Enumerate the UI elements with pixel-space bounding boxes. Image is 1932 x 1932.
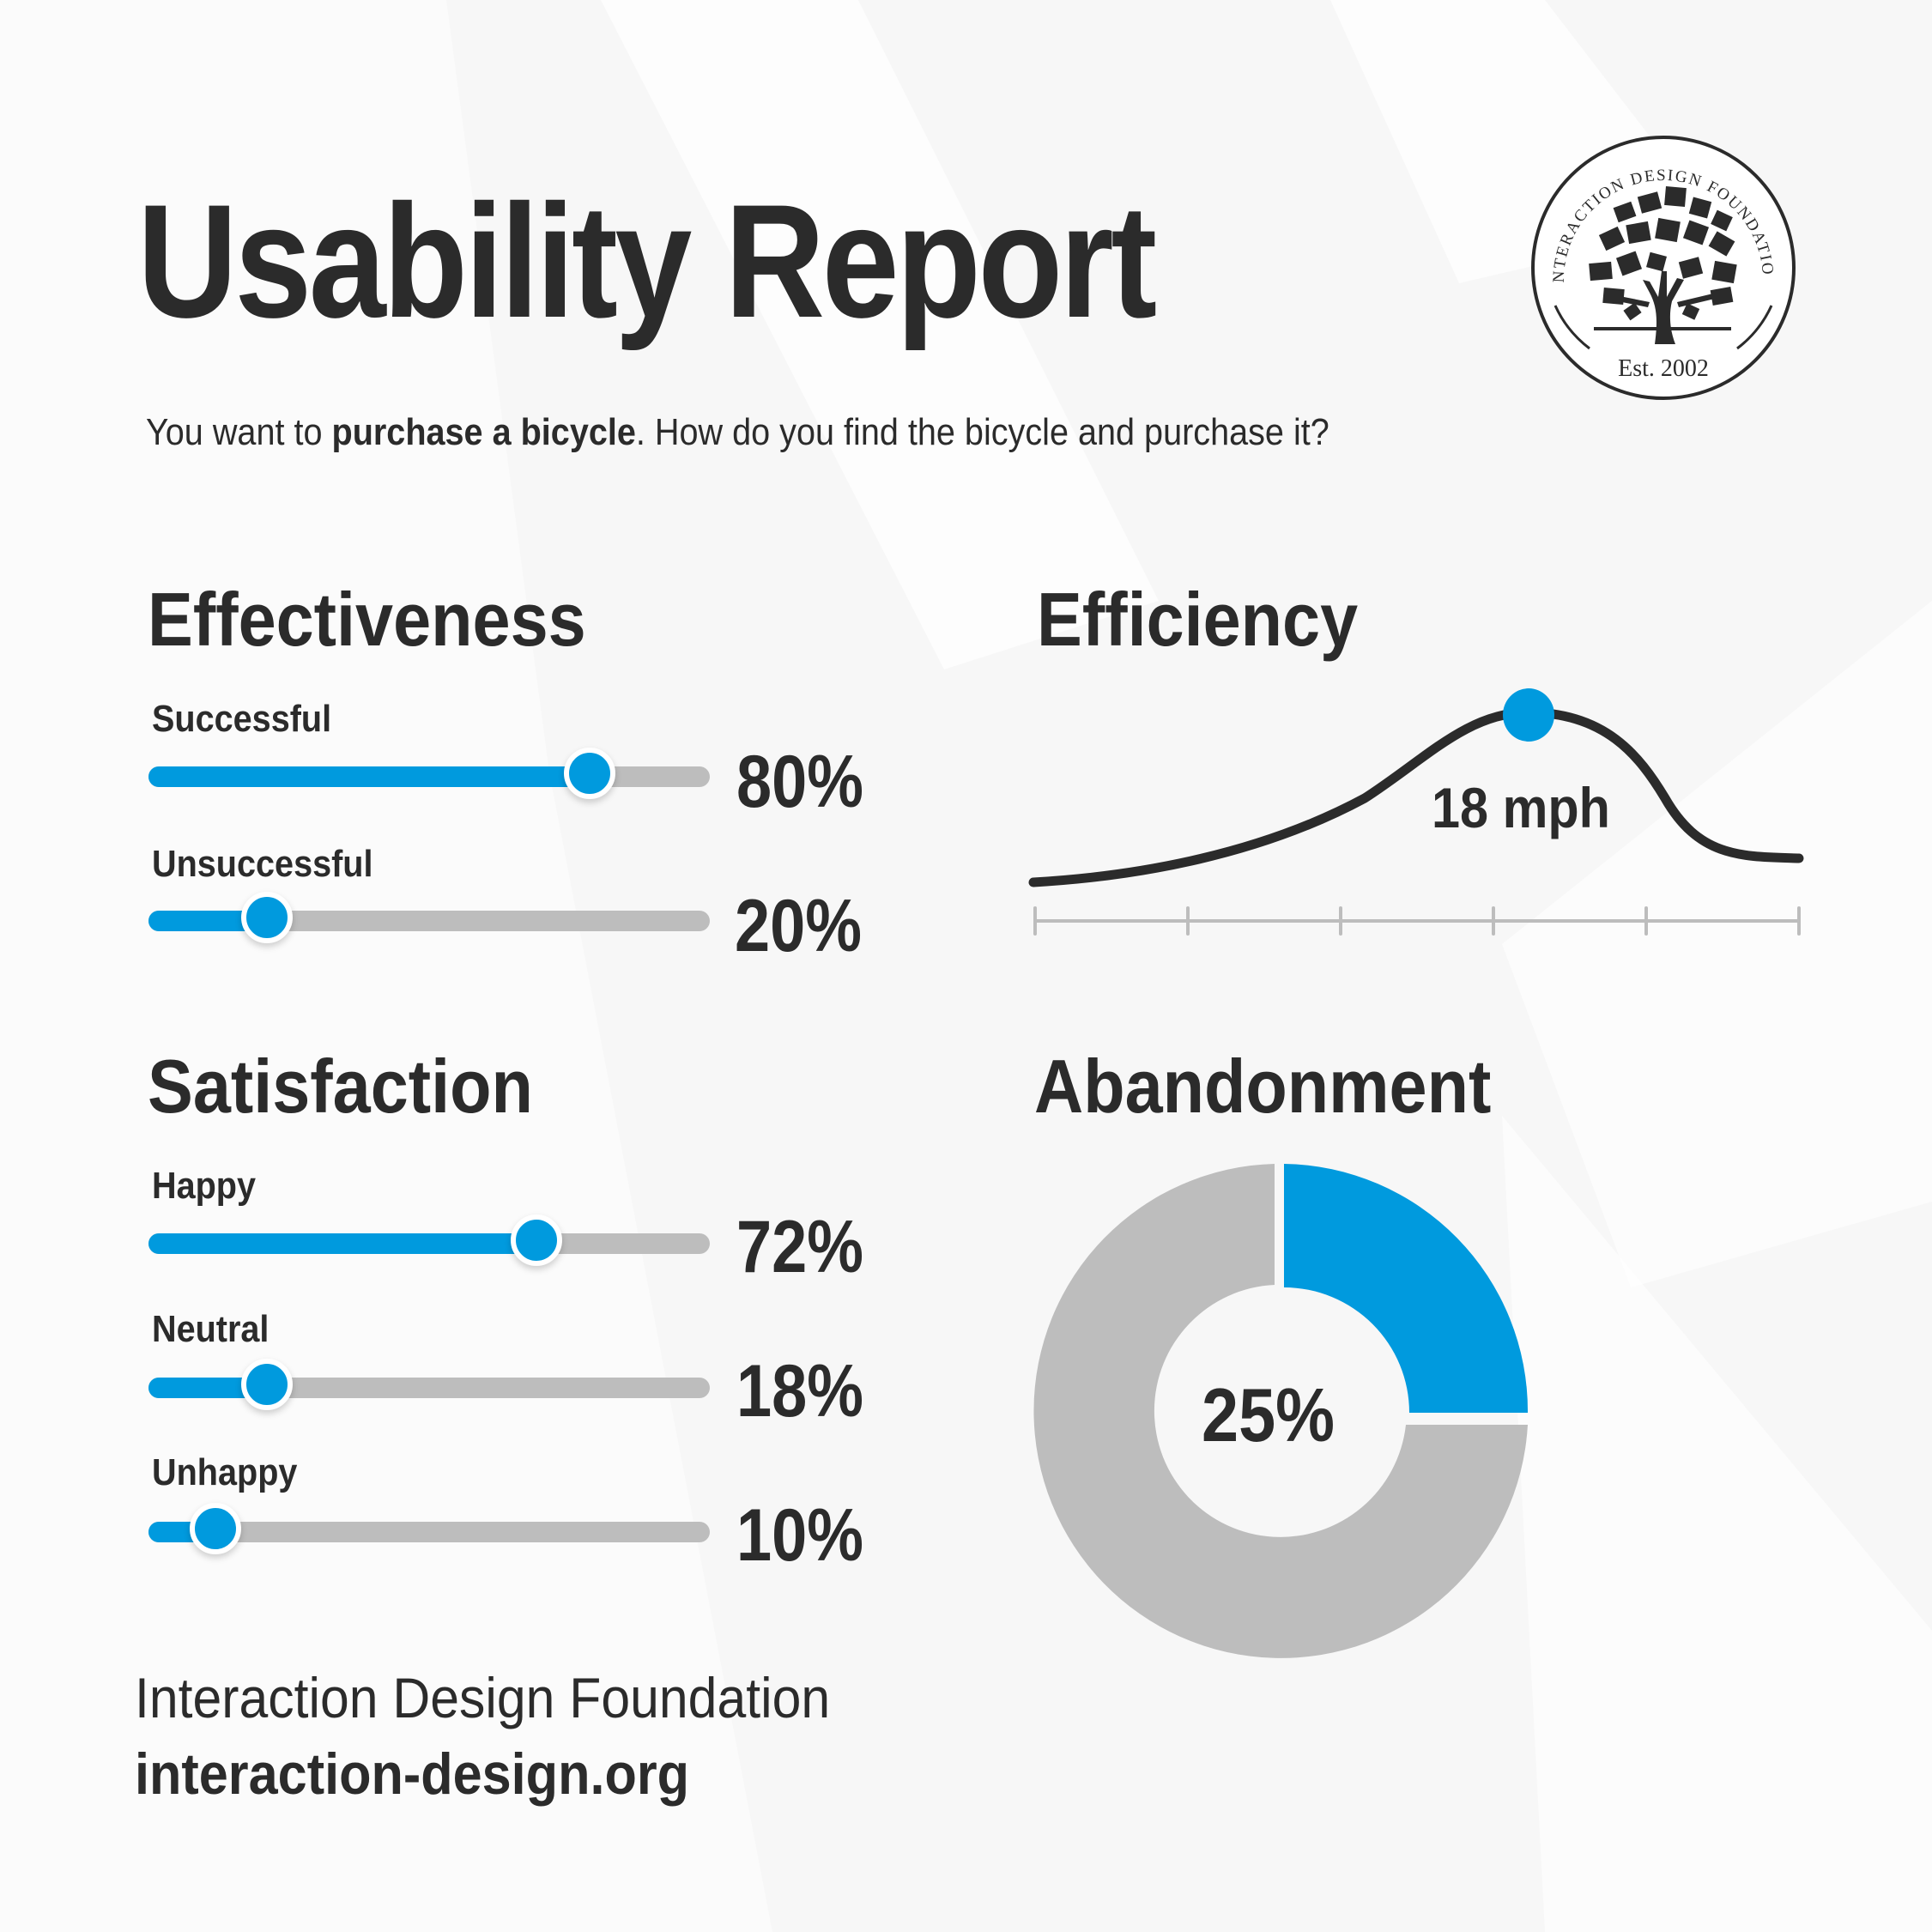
successful-label: Successful: [152, 698, 332, 740]
efficiency-curve-chart: [1028, 688, 1804, 936]
donut-segment-abandoned[interactable]: [1284, 1164, 1529, 1413]
page-title: Usability Report: [137, 171, 1157, 351]
happy-slider-fill: [148, 1233, 536, 1254]
successful-slider-fill: [148, 766, 590, 787]
abandonment-value: 25%: [1202, 1372, 1335, 1457]
effectiveness-heading: Effectiveness: [148, 577, 586, 662]
unsuccessful-label: Unsuccessful: [152, 843, 373, 885]
unsuccessful-value: 20%: [735, 885, 863, 967]
neutral-slider[interactable]: [148, 1359, 710, 1410]
neutral-slider-handle[interactable]: [241, 1359, 293, 1410]
footer-org-name: Interaction Design Foundation: [135, 1666, 831, 1729]
unhappy-slider-handle[interactable]: [190, 1503, 241, 1554]
task-prompt-emphasis: purchase a bicycle: [331, 411, 636, 453]
successful-value: 80%: [736, 741, 864, 823]
satisfaction-heading: Satisfaction: [148, 1044, 533, 1129]
successful-slider[interactable]: [148, 748, 710, 799]
task-prompt-pre: You want to: [146, 411, 332, 453]
peak-speed-label: 18 mph: [1432, 776, 1610, 839]
task-prompt-post: . How do you find the bicycle and purcha…: [635, 411, 1329, 453]
unsuccessful-slider[interactable]: [148, 892, 710, 943]
efficiency-heading: Efficiency: [1037, 577, 1359, 662]
donut-segment-remaining: [1033, 1164, 1528, 1658]
abandonment-heading: Abandonment: [1034, 1044, 1492, 1129]
unhappy-value: 10%: [736, 1494, 864, 1577]
speed-curve: [1028, 707, 1804, 887]
tree-of-books-icon: [1589, 185, 1737, 344]
peak-marker[interactable]: [1503, 688, 1554, 742]
happy-value: 72%: [736, 1206, 864, 1288]
unhappy-slider[interactable]: [148, 1503, 710, 1554]
x-axis: [1033, 906, 1801, 936]
happy-slider-handle[interactable]: [511, 1214, 562, 1266]
abandonment-donut-chart: [1033, 1164, 1529, 1658]
logo-est-text: Est. 2002: [1618, 355, 1709, 382]
idf-logo: INTERACTION DESIGN FOUNDATION Est. 2002: [1529, 134, 1796, 400]
neutral-value: 18%: [736, 1350, 864, 1432]
footer-url[interactable]: interaction-design.org: [135, 1741, 690, 1807]
neutral-label: Neutral: [152, 1308, 270, 1350]
task-prompt: You want to purchase a bicycle. How do y…: [146, 414, 1329, 451]
happy-label: Happy: [152, 1165, 257, 1207]
unhappy-label: Unhappy: [152, 1451, 298, 1493]
happy-slider[interactable]: [148, 1214, 710, 1266]
unsuccessful-slider-handle[interactable]: [241, 892, 293, 943]
successful-slider-handle[interactable]: [564, 748, 615, 799]
